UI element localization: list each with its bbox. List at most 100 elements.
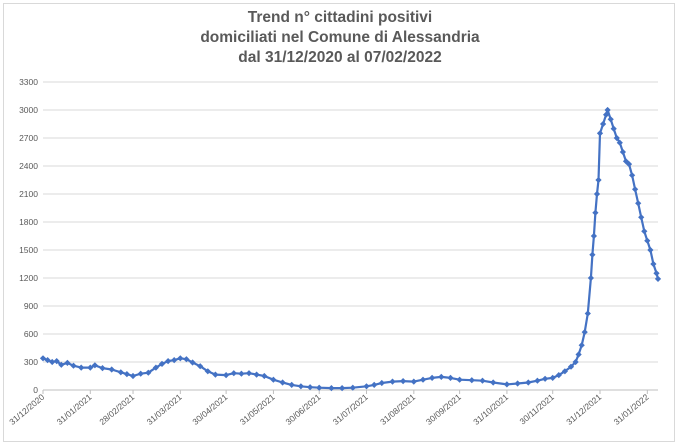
series-line xyxy=(42,108,660,390)
data-point xyxy=(641,228,648,235)
data-point xyxy=(602,111,610,118)
data-point xyxy=(447,374,454,382)
data-point xyxy=(607,116,614,123)
y-tick-label: 600 xyxy=(24,329,38,339)
data-point xyxy=(654,275,662,283)
x-tick-label: 31/12/2021 xyxy=(564,392,603,427)
data-point xyxy=(212,371,219,378)
data-point xyxy=(371,381,378,389)
data-point xyxy=(288,381,295,389)
data-point xyxy=(587,274,595,282)
series-positivi xyxy=(39,106,662,392)
data-point xyxy=(279,379,286,386)
data-point xyxy=(129,372,137,380)
data-point xyxy=(593,190,601,198)
y-tick-label: 2100 xyxy=(19,189,38,199)
data-point xyxy=(534,377,541,384)
data-point xyxy=(596,130,604,137)
y-tick-label: 0 xyxy=(33,385,38,395)
data-point xyxy=(599,120,607,128)
data-point xyxy=(590,232,598,240)
y-tick-label: 1800 xyxy=(19,217,38,227)
x-tick-label: 30/04/2021 xyxy=(190,392,229,427)
chart-title: Trend n° cittadini positivi domiciliati … xyxy=(0,8,680,68)
x-tick-label: 30/09/2021 xyxy=(424,392,463,427)
y-tick-label: 2400 xyxy=(19,161,38,171)
data-point xyxy=(438,373,445,381)
data-point xyxy=(117,369,124,376)
data-point xyxy=(230,370,237,377)
data-point xyxy=(297,383,305,390)
data-point xyxy=(653,270,660,277)
data-point xyxy=(595,176,602,184)
data-point xyxy=(541,375,549,382)
data-point xyxy=(238,370,245,377)
x-tick-label: 31/08/2021 xyxy=(378,392,417,427)
x-tick-label: 31/10/2021 xyxy=(471,392,510,427)
y-axis: 0 300 600 900 1200 1500 1800 2100 2400 2700 3000 33… xyxy=(19,77,38,395)
data-point xyxy=(644,237,651,244)
data-point xyxy=(338,384,346,392)
data-point xyxy=(549,374,556,382)
data-point xyxy=(410,378,417,385)
data-point xyxy=(479,377,486,384)
data-point xyxy=(610,125,617,132)
data-point xyxy=(589,251,596,258)
y-tick-label: 3000 xyxy=(19,105,38,115)
y-tick-label: 1500 xyxy=(19,245,38,255)
data-point xyxy=(525,379,532,386)
data-point xyxy=(647,246,654,254)
data-point xyxy=(468,377,475,384)
data-point xyxy=(363,383,370,390)
data-point xyxy=(635,200,642,207)
data-point xyxy=(177,355,184,362)
data-point xyxy=(592,209,599,216)
y-tick-label: 900 xyxy=(24,301,38,311)
data-point xyxy=(222,371,230,379)
x-tick-label: 28/02/2021 xyxy=(97,392,136,427)
x-axis: 31/12/2020 31/01/2021 28/02/2021 31/03/2021… xyxy=(7,389,658,427)
x-tick-label: 31/07/2021 xyxy=(331,392,370,427)
data-point xyxy=(604,106,611,114)
chart-title-line-3: dal 31/12/2020 al 07/02/2022 xyxy=(238,49,442,66)
x-tick-label: 31/12/2020 xyxy=(7,392,46,427)
x-tick-label: 30/11/2021 xyxy=(517,392,556,427)
data-point xyxy=(44,356,51,364)
data-point xyxy=(399,377,407,385)
data-point xyxy=(389,378,396,385)
x-tick-label: 31/01/2021 xyxy=(55,392,94,427)
data-point xyxy=(108,366,115,373)
data-point xyxy=(428,374,436,382)
data-point xyxy=(164,357,172,365)
gridlines xyxy=(43,81,658,391)
data-point xyxy=(253,371,260,378)
data-point xyxy=(189,359,196,366)
data-point xyxy=(137,370,144,377)
data-point xyxy=(578,342,585,349)
data-point xyxy=(503,381,511,388)
data-point xyxy=(631,186,639,193)
data-point xyxy=(575,351,582,358)
data-point xyxy=(650,260,657,268)
data-point xyxy=(490,379,497,386)
y-tick-label: 2700 xyxy=(19,133,38,143)
chart-title-line-2: domiciliati nel Comune di Alessandria xyxy=(200,29,480,46)
data-point xyxy=(78,364,85,371)
data-point xyxy=(270,376,277,383)
data-point xyxy=(514,380,521,387)
x-tick-label: 31/03/2021 xyxy=(145,392,184,427)
data-point xyxy=(561,368,569,375)
y-tick-label: 300 xyxy=(24,357,38,367)
data-point xyxy=(306,384,314,391)
data-point xyxy=(456,376,463,383)
data-point xyxy=(261,372,268,380)
data-point xyxy=(378,379,385,387)
data-point xyxy=(628,172,636,179)
y-tick-label: 3300 xyxy=(19,77,38,87)
data-point xyxy=(316,384,323,391)
x-tick-label: 31/05/2021 xyxy=(238,392,277,427)
y-tick-label: 1200 xyxy=(19,273,38,283)
data-point xyxy=(328,384,335,392)
data-point xyxy=(584,310,591,317)
